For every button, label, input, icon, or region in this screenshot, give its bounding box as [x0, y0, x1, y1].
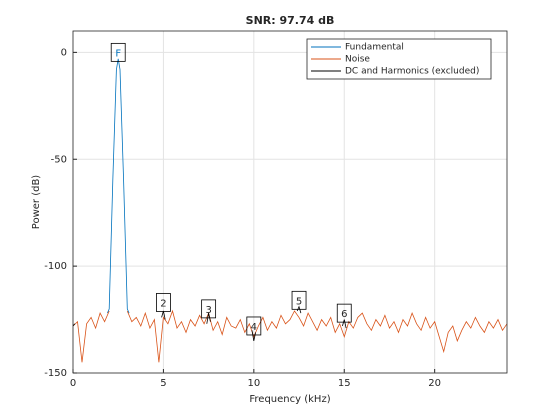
x-tick-label: 20	[428, 378, 441, 389]
series-line	[73, 305, 347, 341]
chart-title: SNR: 97.74 dB	[246, 14, 335, 27]
annotation-label: 2	[160, 298, 166, 309]
legend-box	[306, 38, 492, 80]
annotation-label: 3	[205, 305, 211, 316]
annotation-box	[110, 42, 126, 62]
annotation-label: 4	[251, 322, 257, 333]
annotation-label: F	[115, 48, 121, 59]
annotation-box	[246, 316, 262, 336]
axes-box	[72, 30, 508, 374]
series-line	[73, 309, 507, 363]
annotation-label: 5	[296, 296, 302, 307]
series-line	[107, 58, 130, 314]
y-tick-label: -50	[51, 154, 67, 165]
y-tick-label: -100	[44, 261, 67, 272]
x-tick-label: 10	[247, 378, 260, 389]
legend-label: Noise	[345, 55, 370, 65]
y-tick-label: -150	[44, 368, 67, 379]
annotation-box	[336, 303, 352, 323]
annotation-label: 6	[341, 309, 347, 320]
x-tick-label: 15	[338, 378, 351, 389]
x-tick-label: 5	[160, 378, 166, 389]
x-tick-label: 0	[70, 378, 76, 389]
x-axis-label: Frequency (kHz)	[249, 394, 330, 405]
annotation-box	[291, 290, 307, 310]
legend-label: Fundamental	[345, 43, 404, 53]
legend-label: DC and Harmonics (excluded)	[345, 67, 479, 77]
annotation-box	[156, 293, 171, 312]
annotation-box	[201, 299, 217, 319]
y-axis-label: Power (dB)	[31, 175, 42, 230]
y-tick-label: 0	[61, 47, 67, 58]
